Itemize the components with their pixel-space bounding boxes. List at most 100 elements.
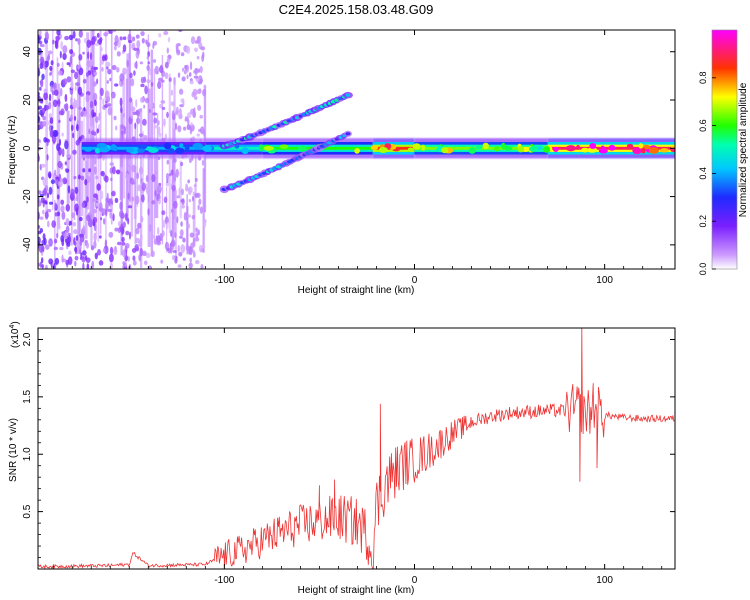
noise-streak xyxy=(175,189,177,257)
noise-streak xyxy=(77,95,80,211)
noise-speck xyxy=(173,173,177,183)
band-blob xyxy=(475,145,483,150)
noise-speck xyxy=(185,46,191,54)
noise-speck xyxy=(90,130,95,136)
noise-speck xyxy=(146,42,151,48)
noise-speck xyxy=(150,82,154,87)
noise-speck xyxy=(183,70,187,75)
noise-speck xyxy=(160,79,165,83)
noise-speck xyxy=(93,232,97,242)
noise-speck xyxy=(93,92,98,102)
noise-speck xyxy=(70,96,73,106)
noise-speck xyxy=(82,78,87,84)
noise-speck xyxy=(93,240,97,249)
noise-speck xyxy=(180,229,184,237)
noise-speck xyxy=(69,49,74,55)
noise-speck xyxy=(87,51,90,60)
noise-speck xyxy=(80,175,85,181)
chirp-upper-point xyxy=(345,93,351,97)
noise-speck xyxy=(100,47,103,52)
noise-speck xyxy=(122,36,127,41)
noise-speck xyxy=(111,166,116,175)
noise-speck xyxy=(106,192,109,202)
noise-speck xyxy=(38,230,42,235)
noise-speck xyxy=(136,184,142,192)
band-blob xyxy=(468,147,476,154)
noise-speck xyxy=(200,46,206,51)
noise-speck xyxy=(60,205,65,213)
noise-speck xyxy=(123,125,126,135)
noise-speck xyxy=(143,104,146,109)
noise-speck xyxy=(43,187,47,197)
noise-speck xyxy=(62,45,68,54)
noise-speck xyxy=(165,181,170,187)
noise-speck xyxy=(168,173,172,177)
noise-speck xyxy=(42,177,47,187)
noise-speck xyxy=(163,30,169,36)
noise-speck xyxy=(61,148,65,158)
spectrogram-ytick-label: -40 xyxy=(22,237,33,252)
noise-speck xyxy=(130,181,136,185)
noise-speck xyxy=(136,172,140,180)
noise-speck xyxy=(108,253,114,263)
noise-speck xyxy=(163,196,168,204)
noise-speck xyxy=(78,30,83,38)
noise-speck xyxy=(39,216,44,220)
noise-speck xyxy=(47,171,52,179)
noise-speck xyxy=(133,70,136,76)
noise-speck xyxy=(70,80,74,90)
noise-speck xyxy=(43,237,47,246)
noise-speck xyxy=(42,209,45,215)
noise-speck xyxy=(140,31,145,37)
noise-speck xyxy=(78,216,83,222)
noise-speck xyxy=(60,235,64,243)
noise-speck xyxy=(189,61,193,71)
noise-streak xyxy=(194,155,197,199)
noise-speck xyxy=(78,106,82,110)
noise-speck xyxy=(199,65,203,74)
noise-speck xyxy=(177,112,181,116)
noise-streak xyxy=(86,32,90,210)
noise-speck xyxy=(58,110,64,116)
noise-speck xyxy=(93,66,98,71)
band-blob xyxy=(659,148,669,153)
noise-speck xyxy=(114,83,119,87)
noise-speck xyxy=(132,260,137,266)
noise-speck xyxy=(158,182,162,187)
noise-speck xyxy=(116,67,120,73)
noise-streak xyxy=(122,72,125,199)
noise-speck xyxy=(92,208,96,213)
noise-speck xyxy=(94,116,99,124)
noise-speck xyxy=(104,90,110,100)
noise-speck xyxy=(113,115,117,121)
noise-speck xyxy=(138,166,144,175)
noise-speck xyxy=(75,38,78,42)
noise-speck xyxy=(92,112,97,117)
band-blob xyxy=(407,147,414,152)
noise-speck xyxy=(117,221,122,227)
noise-speck xyxy=(178,30,183,33)
noise-speck xyxy=(98,235,102,239)
spectrogram-xlabel: Height of straight line (km) xyxy=(298,285,415,296)
noise-speck xyxy=(54,40,58,49)
noise-speck xyxy=(114,227,119,232)
noise-speck xyxy=(181,198,185,205)
noise-streak xyxy=(120,128,124,236)
noise-speck xyxy=(64,35,70,41)
noise-speck xyxy=(192,251,196,258)
noise-speck xyxy=(188,262,193,269)
noise-speck xyxy=(146,56,149,60)
noise-speck xyxy=(191,214,196,220)
noise-speck xyxy=(172,200,178,209)
noise-speck xyxy=(109,77,112,82)
noise-speck xyxy=(184,118,188,122)
noise-speck xyxy=(66,154,71,158)
noise-speck xyxy=(43,88,48,94)
band-blob xyxy=(148,147,159,153)
noise-speck xyxy=(195,231,199,239)
noise-speck xyxy=(194,185,197,193)
band-blob xyxy=(638,143,644,149)
noise-speck xyxy=(48,93,52,102)
noise-speck xyxy=(131,106,136,112)
noise-speck xyxy=(72,101,76,108)
